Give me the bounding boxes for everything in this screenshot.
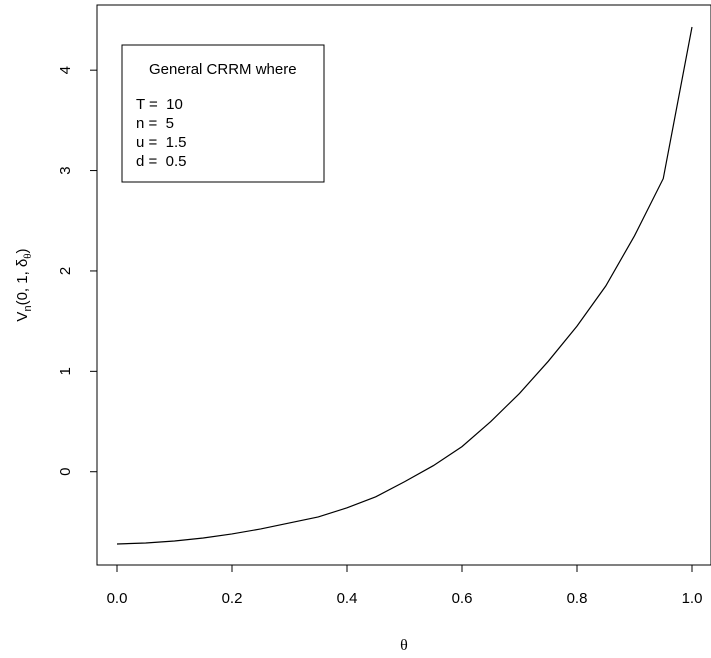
legend-title: General CRRM where (149, 61, 297, 78)
legend-entry-n: n = 5 (136, 115, 174, 132)
y-tick-label: 4 (57, 66, 74, 74)
x-axis: 0.0 0.2 0.4 0.6 0.8 1.0 (107, 564, 703, 607)
y-tick-label: 2 (57, 267, 74, 275)
y-label-sub1: n (22, 305, 34, 311)
x-tick-label: 0.8 (567, 590, 588, 607)
y-tick-label: 3 (57, 166, 74, 174)
y-axis: 0 1 2 3 4 (57, 66, 98, 476)
x-tick-label: 0.0 (107, 590, 128, 607)
legend-box: General CRRM where T = 10 n = 5 u = 1.5 … (121, 44, 325, 183)
y-tick-label: 0 (57, 468, 74, 476)
y-label-base: V (14, 312, 31, 322)
y-label-mid: (0, 1, δ (14, 259, 31, 306)
y-label-sub2: θ (22, 253, 34, 258)
legend-entry-u: u = 1.5 (136, 134, 186, 151)
y-tick-label: 1 (57, 367, 74, 375)
y-axis-label: Vn(0, 1, δθ) (14, 248, 34, 321)
legend-entry-T: T = 10 (136, 96, 183, 113)
x-tick-label: 1.0 (682, 590, 703, 607)
legend-entry-d: d = 0.5 (136, 153, 186, 170)
x-tick-label: 0.6 (452, 590, 473, 607)
series-line (116, 26, 693, 545)
x-tick-label: 0.4 (337, 590, 358, 607)
y-label-end: ) (14, 248, 31, 253)
x-tick-label: 0.2 (222, 590, 243, 607)
x-axis-label: θ (400, 637, 408, 654)
